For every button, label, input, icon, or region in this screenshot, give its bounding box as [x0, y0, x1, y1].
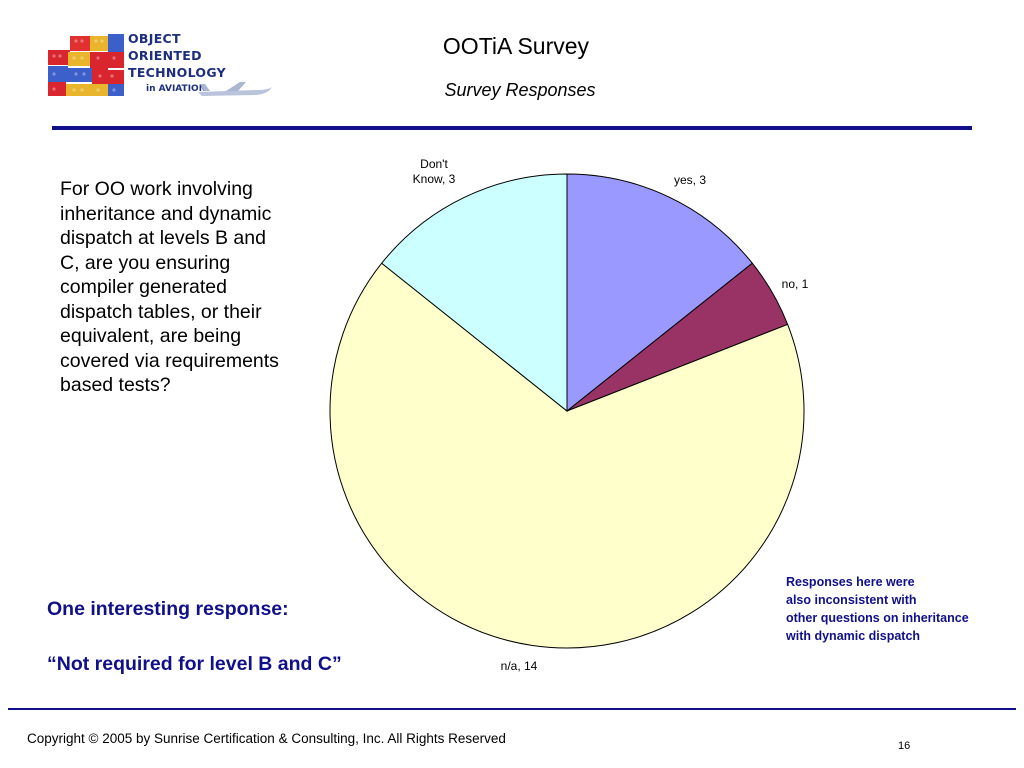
note-line-1: Responses here were	[786, 575, 915, 589]
page-number: 16	[898, 740, 911, 752]
logo-line-3: TECHNOLOGY	[128, 65, 226, 80]
logo-line-2: ORIENTED	[128, 48, 202, 63]
survey-question: For OO work involving inheritance and dy…	[60, 178, 279, 396]
airplane-icon	[198, 82, 272, 96]
slice-label-yes: yes, 3	[674, 173, 706, 187]
header-divider	[52, 126, 972, 130]
pie-slice-yes	[566, 173, 753, 413]
lego-bricks-icon	[48, 34, 124, 96]
slice-label-no: no, 1	[782, 277, 809, 291]
footer-divider	[8, 708, 1016, 710]
note-line-2: also inconsistent with	[786, 593, 917, 607]
slice-label-dont-know: Don't Know, 3	[413, 157, 456, 186]
interesting-heading: One interesting response:	[47, 598, 289, 620]
logo-line-4: in AVIATION	[146, 84, 207, 94]
page-title: OOTiA Survey	[442, 33, 590, 59]
page-subtitle: Survey Responses	[444, 80, 596, 100]
pie-slice-dont-know	[381, 173, 568, 413]
slice-label-na: n/a, 14	[501, 659, 538, 673]
interesting-quote: “Not required for level B and C”	[47, 653, 342, 675]
logo-text: OBJECT ORIENTED TECHNOLOGY	[128, 30, 226, 81]
pie-slice-na	[329, 262, 805, 649]
note-line-3: other questions on inheritance	[786, 611, 969, 625]
note-line-4: with dynamic dispatch	[786, 629, 921, 643]
logo: OBJECT ORIENTED TECHNOLOGY in AVIATION	[46, 28, 272, 100]
inconsistency-note: Responses here were also inconsistent wi…	[786, 573, 1006, 645]
logo-line-1: OBJECT	[128, 31, 181, 46]
copyright-notice: Copyright © 2005 by Sunrise Certificatio…	[27, 731, 506, 746]
